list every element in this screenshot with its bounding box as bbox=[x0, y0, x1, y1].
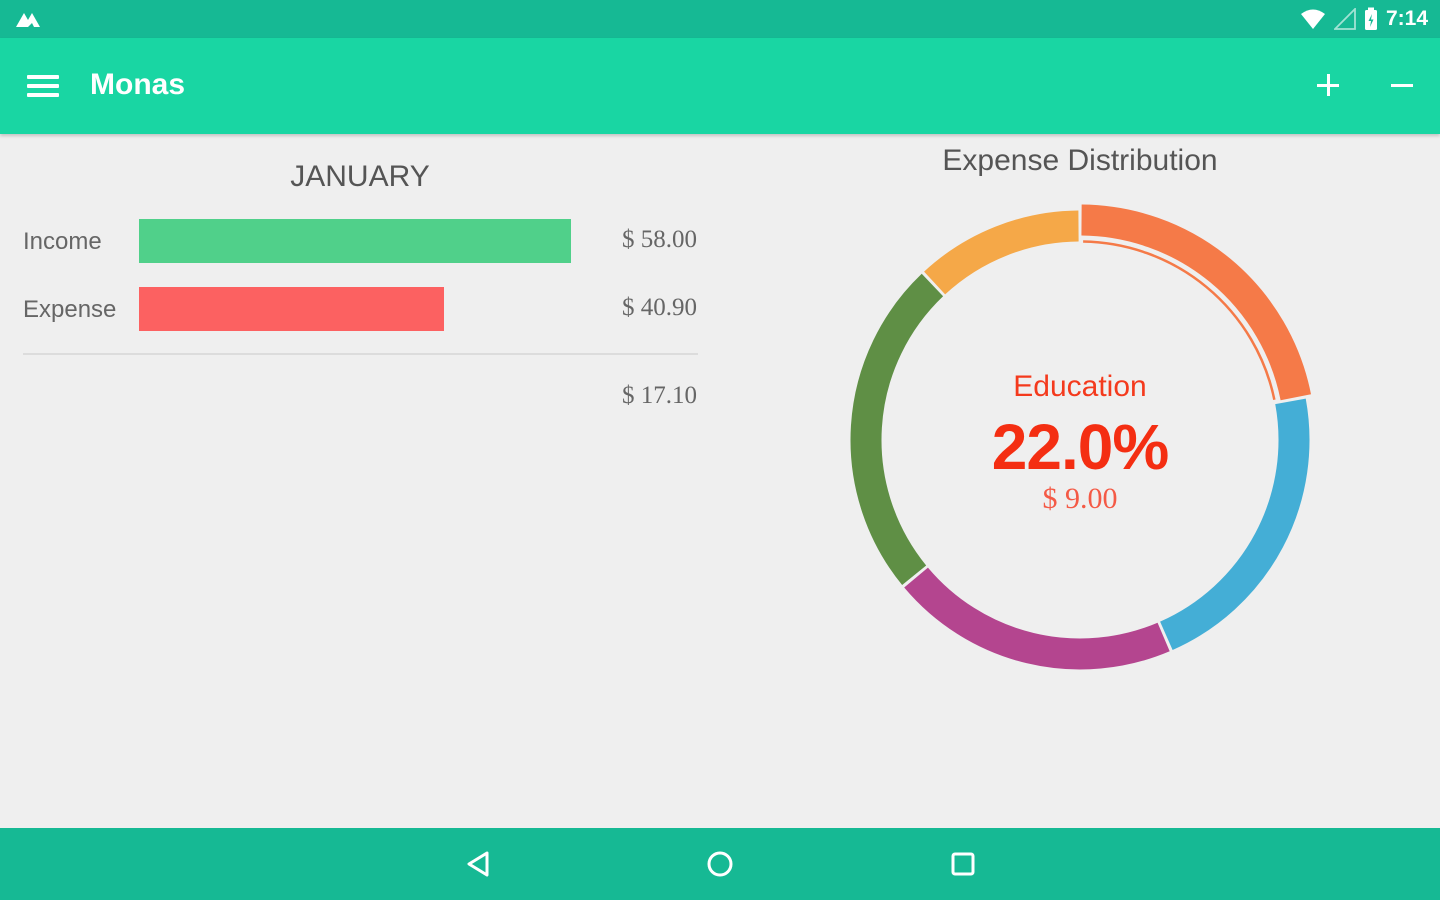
donut-slice-3[interactable] bbox=[904, 567, 1170, 670]
expense-donut-chart[interactable] bbox=[840, 200, 1320, 680]
balance-amount: $ 17.10 bbox=[622, 382, 697, 409]
divider bbox=[23, 353, 698, 355]
add-button[interactable] bbox=[1308, 66, 1348, 106]
hamburger-menu-icon[interactable] bbox=[18, 66, 68, 106]
donut-slice-2[interactable] bbox=[1159, 398, 1310, 650]
navigation-bar bbox=[0, 828, 1440, 900]
wifi-icon bbox=[1300, 9, 1325, 29]
selected-category-label: Education bbox=[1013, 370, 1147, 403]
selected-category-percent: 22.0% bbox=[991, 411, 1169, 483]
expense-amount: $ 40.90 bbox=[622, 294, 697, 321]
selected-category-amount: $ 9.00 bbox=[1042, 482, 1118, 515]
expense-bar bbox=[139, 287, 444, 331]
app-bar: Monas bbox=[0, 38, 1440, 134]
expense-label: Expense bbox=[23, 296, 117, 323]
month-title: JANUARY bbox=[290, 160, 430, 193]
app-title: Monas bbox=[90, 68, 186, 101]
chart-title: Expense Distribution bbox=[942, 144, 1218, 177]
app-notification-icon bbox=[16, 13, 40, 27]
cell-signal-icon bbox=[1333, 8, 1356, 30]
battery-icon bbox=[1364, 7, 1377, 30]
income-bar bbox=[139, 219, 571, 263]
recents-icon[interactable] bbox=[941, 844, 985, 884]
donut-slice-5[interactable] bbox=[924, 210, 1079, 295]
remove-button[interactable] bbox=[1382, 66, 1422, 106]
income-label: Income bbox=[23, 228, 102, 255]
donut-slice-1[interactable] bbox=[1081, 204, 1312, 401]
status-time: 7:14 bbox=[1385, 7, 1428, 30]
selected-slice-indicator bbox=[1083, 240, 1276, 401]
status-bar: 7:14 bbox=[0, 0, 1440, 38]
donut-slice-4[interactable] bbox=[850, 273, 944, 586]
back-icon[interactable] bbox=[456, 844, 500, 884]
income-amount: $ 58.00 bbox=[622, 226, 697, 253]
home-icon[interactable] bbox=[698, 844, 742, 884]
